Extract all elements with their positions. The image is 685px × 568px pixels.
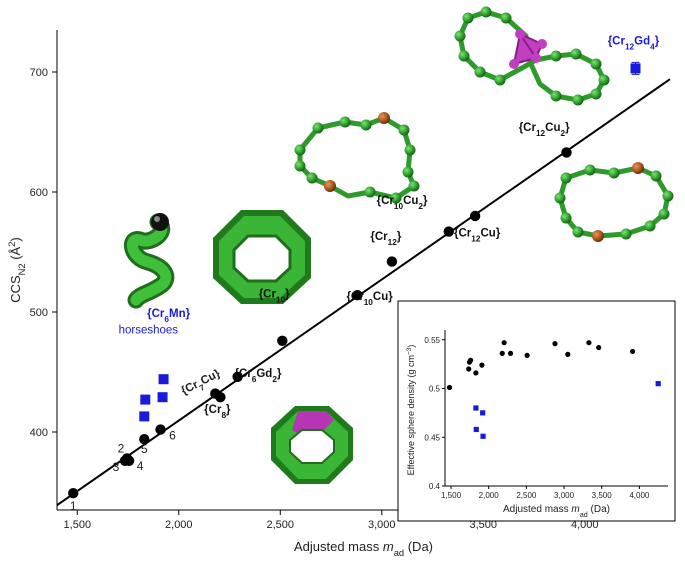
point-number-label: 4 — [137, 459, 144, 473]
compound-label: {Cr10Cu} — [346, 291, 393, 307]
data-point — [158, 374, 169, 385]
inset-data-point — [565, 351, 571, 357]
data-point — [157, 392, 168, 403]
inset-x-tick-label: 3,500 — [592, 491, 613, 500]
data-point — [443, 226, 454, 237]
data-point — [277, 335, 288, 346]
inset-y-tick-label: 0.5 — [429, 385, 441, 394]
inset-data-point — [473, 405, 479, 411]
cr6gd2-ring-structure — [271, 406, 353, 484]
data-point — [215, 392, 226, 403]
compound-label: {Cr10} — [259, 289, 290, 305]
main-y-tick-label: 600 — [30, 187, 48, 199]
data-point — [561, 147, 572, 158]
main-y-axis-label: CCSN2 (Å2) — [7, 237, 27, 303]
point-number-label: 1 — [70, 499, 77, 513]
inset-data-point — [473, 426, 479, 433]
compound-label: {Cr10Cu2} — [377, 195, 428, 211]
inset-x-axis-label: Adjusted mass mad (Da) — [503, 504, 610, 519]
inset-x-tick-label: 3,000 — [554, 491, 575, 500]
inset-data-point — [596, 344, 602, 351]
inset-x-tick-label: 2,500 — [516, 491, 537, 500]
data-point — [352, 290, 363, 301]
compound-label: {Cr6Mn} — [147, 308, 190, 324]
main-chart: 1,500 2,000 2,500 3,000 3,500 4,000 400 500 600 7… — [7, 6, 674, 558]
inset-y-axis-label: Effective sphere density (g cm−3) — [406, 345, 417, 476]
inset-x-tick-label: 2,000 — [479, 491, 500, 500]
compound-label: {Cr8} — [204, 404, 231, 420]
inset-data-point — [480, 410, 486, 416]
inset-data-point — [552, 341, 558, 347]
main-x-tick-label: 2,000 — [165, 519, 193, 531]
inset-chart: 1,500 2,000 2,500 3,000 3,500 4,000 0.4 0.45 0.5… — [397, 300, 676, 522]
data-point — [139, 434, 150, 445]
inset-data-point — [473, 370, 479, 376]
molecular-structures — [124, 6, 674, 484]
data-point — [123, 455, 135, 466]
compound-label: {Cr12Gd4} — [608, 35, 660, 51]
inset-y-tick-label: 0.55 — [424, 336, 440, 345]
point-number-label: 5 — [141, 442, 148, 456]
point-number-label: 2 — [118, 441, 125, 455]
data-point — [232, 371, 243, 382]
data-point — [630, 63, 641, 74]
main-y-tick-label: 400 — [30, 427, 48, 439]
main-x-tick-label: 1,500 — [64, 519, 92, 531]
compound-label: {Cr12} — [370, 231, 401, 247]
cr12cu2-ring-structure — [554, 162, 674, 242]
compound-label: horseshoes — [119, 325, 179, 337]
compound-label: {Cr12Cu} — [454, 227, 501, 243]
inset-data-point — [507, 350, 514, 356]
main-points: 1 3 24 5 6 — [68, 61, 641, 513]
data-point — [155, 424, 166, 435]
inset-data-point — [499, 350, 505, 356]
point-number-label: 6 — [169, 429, 176, 443]
cr10cu2-ring-structure — [294, 112, 420, 204]
inset-data-point — [480, 433, 486, 439]
data-point — [68, 488, 79, 499]
inset-x-tick-label: 1,500 — [441, 491, 462, 500]
inset-points — [446, 340, 661, 439]
inset-data-point — [501, 340, 507, 346]
inset-x-tick-label: 4,000 — [629, 491, 650, 500]
main-y-tick-label: 700 — [30, 67, 48, 79]
inset-data-point — [655, 381, 661, 387]
inset-data-point — [466, 366, 472, 372]
inset-data-point — [446, 384, 453, 391]
cr12gd4-structure — [454, 6, 610, 106]
main-axes: 1,500 2,000 2,500 3,000 3,500 4,000 400 500 600 7… — [7, 30, 670, 558]
main-x-tick-label: 2,500 — [267, 519, 295, 531]
data-point — [469, 210, 481, 222]
main-x-tick-label: 3,000 — [368, 519, 396, 531]
main-annotations: {Cr12Gd4} {Cr12Cu2} {Cr10Cu2} {Cr12Cu} {Cr12… — [119, 35, 660, 419]
inset-data-point — [586, 340, 592, 346]
data-point — [386, 256, 398, 267]
main-x-tick-label: 4,000 — [571, 519, 599, 531]
data-point — [139, 411, 150, 422]
compound-label: {Cr12Cu2} — [519, 122, 570, 138]
inset-data-point — [479, 362, 485, 368]
inset-data-point — [629, 348, 636, 355]
inset-background — [397, 300, 676, 522]
main-y-tick-label: 500 — [30, 307, 48, 319]
inset-axes: 1,500 2,000 2,500 3,000 3,500 4,000 0.4 0.45 0.5… — [406, 330, 668, 519]
main-x-tick-label: 3,500 — [469, 519, 497, 531]
inset-y-tick-label: 0.45 — [424, 433, 440, 442]
main-x-axis-label: Adjusted mass mad (Da) — [294, 539, 433, 558]
inset-data-point — [468, 357, 474, 363]
data-point — [140, 394, 151, 405]
cr6mn-horseshoe-structure — [124, 213, 175, 309]
point-number-label: 3 — [113, 460, 120, 474]
compound-label: {Cr6Gd2} — [234, 368, 281, 384]
inset-y-tick-label: 0.4 — [429, 482, 441, 491]
inset-data-point — [524, 352, 530, 358]
cr8-ring-structure — [213, 210, 311, 304]
